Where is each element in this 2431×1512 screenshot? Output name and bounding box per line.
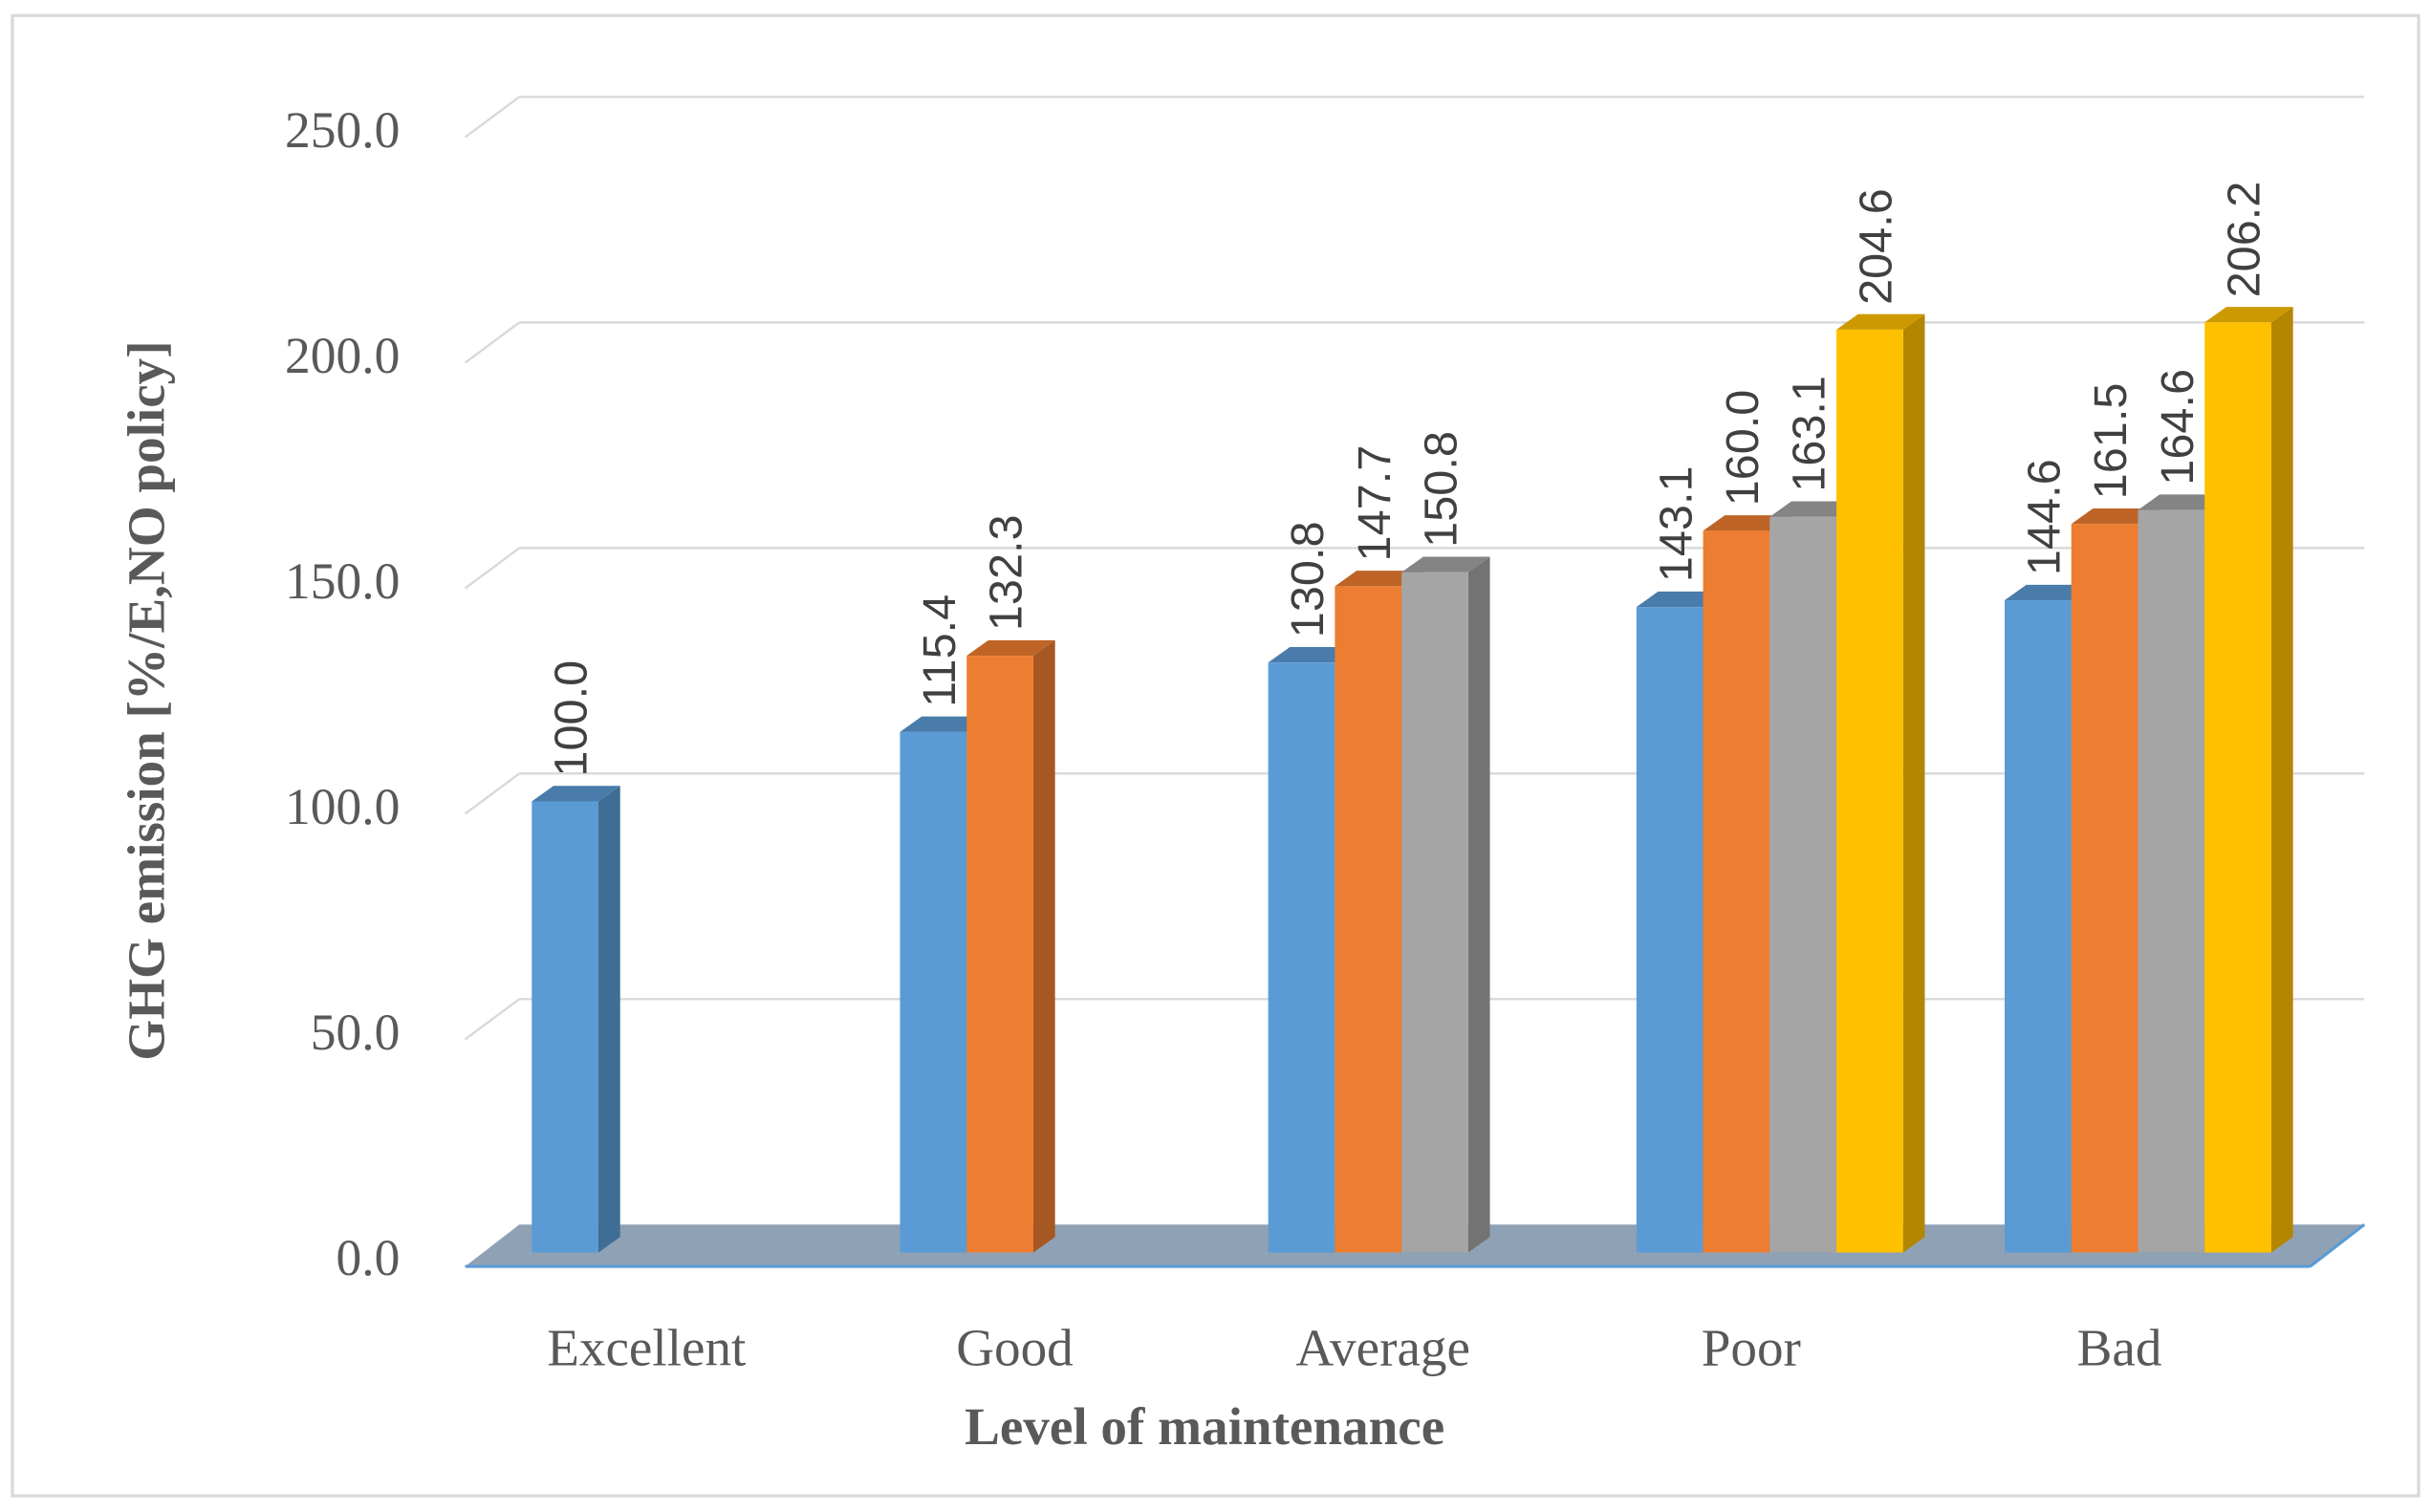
bar-top <box>1703 515 1792 531</box>
x-tick-label: Poor <box>1702 1319 1801 1377</box>
grid-line-side <box>464 772 521 815</box>
x-tick-label: Bad <box>2077 1319 2162 1377</box>
value-label: 132.3 <box>981 514 1032 631</box>
y-axis-title: GHG emission [%/E,NO policy] <box>118 340 176 1060</box>
value-label: 147.7 <box>1349 445 1400 562</box>
bar-top <box>966 639 1055 657</box>
y-tick-label: 250.0 <box>285 101 400 159</box>
bar-top <box>1335 571 1423 587</box>
bar <box>900 731 967 1253</box>
floor-edge <box>2309 1222 2366 1268</box>
x-tick-label: Excellent <box>547 1319 746 1377</box>
value-label: 204.6 <box>1850 188 1901 305</box>
bar-side <box>1902 313 1925 1253</box>
bar <box>1268 662 1335 1253</box>
y-tick-label: 100.0 <box>285 778 400 835</box>
bar-side <box>598 786 620 1253</box>
bar-side <box>1032 639 1055 1253</box>
grid-line-side <box>464 321 521 364</box>
bar <box>1636 607 1704 1253</box>
x-tick-label: Average <box>1295 1319 1470 1377</box>
bar-top <box>1769 501 1858 517</box>
value-label: 206.2 <box>2219 182 2270 298</box>
bar <box>1335 586 1402 1253</box>
bar-side <box>1467 556 1490 1253</box>
x-tick-label: Good <box>956 1319 1074 1377</box>
y-tick-label: 50.0 <box>311 1004 401 1061</box>
bar-top <box>2071 508 2160 525</box>
value-label: 130.8 <box>1282 521 1334 637</box>
value-label: 144.6 <box>2018 459 2070 575</box>
y-tick-label: 150.0 <box>285 552 400 610</box>
bar <box>1401 572 1468 1253</box>
bar <box>532 801 599 1253</box>
value-label: 115.4 <box>914 594 966 707</box>
bar-top <box>1836 313 1925 330</box>
grid-line-side <box>464 547 521 590</box>
value-label: 150.8 <box>1416 431 1467 548</box>
bar <box>2138 509 2205 1253</box>
bar <box>966 656 1033 1253</box>
grid-line-side <box>464 96 521 139</box>
value-label: 163.1 <box>1784 376 1835 492</box>
y-tick-label: 0.0 <box>336 1229 401 1286</box>
value-label: 160.0 <box>1717 390 1769 507</box>
bar <box>1836 329 1903 1253</box>
bar-top <box>532 786 620 802</box>
value-label: 164.6 <box>2152 369 2203 486</box>
bar <box>1769 516 1837 1253</box>
bar-top <box>1636 591 1726 608</box>
value-label: 143.1 <box>1650 465 1702 582</box>
grid-line-side <box>464 998 521 1041</box>
value-label: 100.0 <box>546 660 597 777</box>
bar-top <box>900 716 988 732</box>
bar-top <box>2005 584 2094 601</box>
x-axis-title: Level of maintenance <box>965 1397 1444 1456</box>
y-tick-label: 200.0 <box>285 327 400 384</box>
bar-top <box>2138 494 2226 510</box>
value-label: 161.5 <box>2085 383 2137 500</box>
bar-top <box>1268 646 1357 663</box>
bar <box>2005 600 2072 1253</box>
bar <box>1703 530 1770 1253</box>
bar-top <box>2204 307 2293 323</box>
bar <box>2071 524 2138 1253</box>
bar-side <box>2270 307 2293 1253</box>
bar-top <box>1401 556 1490 572</box>
bar <box>2204 322 2271 1253</box>
